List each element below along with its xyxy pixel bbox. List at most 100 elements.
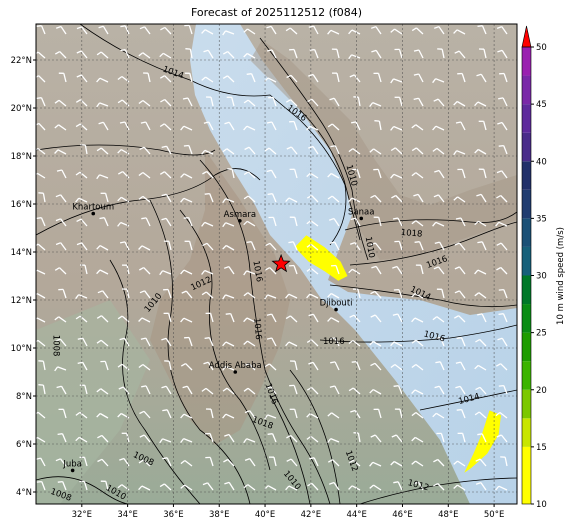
wind-barb bbox=[267, 433, 277, 443]
wind-barb bbox=[457, 72, 466, 83]
wind-barb bbox=[139, 410, 151, 419]
wind-barb bbox=[411, 220, 424, 227]
wind-barb bbox=[500, 456, 508, 467]
city-label: Djibouti bbox=[320, 299, 353, 309]
wind-barb bbox=[348, 29, 361, 35]
wind-barb bbox=[498, 288, 508, 299]
wind-barb bbox=[36, 25, 46, 35]
wind-barb bbox=[478, 168, 487, 179]
wind-barb bbox=[97, 290, 109, 299]
wind-barb bbox=[36, 293, 46, 299]
wind-barb bbox=[96, 339, 109, 347]
isobar-label-group: 1018 bbox=[400, 228, 422, 240]
wind-barb bbox=[96, 269, 109, 275]
wind-barb bbox=[369, 101, 382, 107]
wind-barb bbox=[36, 147, 46, 155]
wind-barb bbox=[75, 171, 88, 179]
city-layer: Khartoum Asmara Sanaa Djibouti Addis Ababa Ju… bbox=[62, 203, 374, 473]
wind-barb bbox=[411, 172, 424, 179]
wind-barb bbox=[227, 168, 235, 179]
wind-barb bbox=[243, 52, 256, 59]
wind-barb bbox=[285, 99, 298, 107]
wind-barb bbox=[77, 337, 88, 347]
isobar-label-group: 1008 bbox=[51, 335, 61, 357]
wind-barb bbox=[349, 74, 361, 83]
wind-barb bbox=[138, 245, 151, 251]
wind-barb bbox=[285, 293, 298, 299]
wind-barb bbox=[498, 144, 508, 155]
wind-barb bbox=[138, 485, 151, 491]
wind-barb bbox=[477, 25, 487, 35]
wind-barb bbox=[75, 123, 88, 131]
wind-barb bbox=[327, 412, 340, 419]
wind-barb bbox=[55, 194, 67, 203]
wind-barb bbox=[349, 314, 361, 323]
wind-barb bbox=[391, 434, 403, 443]
wind-barb bbox=[370, 25, 382, 35]
wind-barb bbox=[58, 408, 67, 419]
colorbar-tick-label: 45 bbox=[536, 100, 547, 110]
wind-barb bbox=[433, 482, 445, 491]
wind-barb bbox=[433, 98, 445, 107]
wind-barb bbox=[369, 340, 382, 347]
colorbar-band bbox=[522, 446, 531, 504]
wind-barb bbox=[38, 360, 46, 371]
wind-barb bbox=[222, 222, 235, 228]
wind-barb bbox=[222, 387, 235, 395]
wind-barb bbox=[54, 267, 67, 275]
latitude-tick-label: 8°N bbox=[16, 392, 32, 402]
wind-barb bbox=[160, 26, 172, 35]
map-title: Forecast of 2025112512 (f084) bbox=[190, 6, 363, 19]
wind-barb bbox=[205, 456, 214, 467]
isobar-label: 1016 bbox=[250, 260, 264, 283]
wind-barb bbox=[496, 170, 508, 179]
wind-barb bbox=[495, 221, 508, 227]
wind-barb bbox=[97, 458, 109, 467]
colorbar-tick-label: 25 bbox=[536, 329, 547, 339]
wind-barb bbox=[352, 288, 361, 299]
wind-barb bbox=[243, 220, 256, 227]
colorbar-band bbox=[522, 189, 531, 219]
wind-barb bbox=[453, 29, 466, 35]
wind-barb bbox=[327, 317, 340, 323]
wind-barb bbox=[348, 197, 361, 203]
wind-barb bbox=[36, 122, 46, 131]
wind-barb bbox=[390, 147, 403, 155]
wind-barb bbox=[223, 458, 235, 467]
wind-barb bbox=[453, 484, 466, 491]
wind-barb bbox=[159, 438, 172, 444]
wind-barb bbox=[474, 292, 487, 299]
colorbar-band bbox=[522, 361, 531, 390]
wind-barb bbox=[350, 409, 361, 419]
wind-barb bbox=[348, 54, 361, 60]
wind-barb bbox=[222, 294, 235, 300]
wind-barb bbox=[265, 242, 277, 251]
longitude-tick-label: 48°E bbox=[438, 510, 458, 520]
wind-barb bbox=[349, 241, 361, 251]
wind-barb bbox=[454, 266, 466, 275]
colorbar-band bbox=[522, 246, 531, 276]
wind-barb bbox=[495, 363, 508, 371]
wind-barb bbox=[411, 411, 424, 419]
latitude-tick-label: 20°N bbox=[11, 104, 32, 114]
wind-barb bbox=[350, 217, 361, 227]
wind-barb bbox=[181, 290, 193, 299]
wind-barb bbox=[394, 240, 403, 251]
colorbar-band bbox=[522, 104, 531, 133]
wind-barb bbox=[140, 337, 151, 347]
wind-barb bbox=[306, 220, 319, 227]
wind-barb bbox=[243, 387, 256, 395]
wind-barb bbox=[180, 197, 193, 203]
wind-barb bbox=[454, 290, 466, 299]
colorbar-extend-arrow bbox=[521, 25, 532, 48]
wind-barb bbox=[328, 217, 340, 227]
wind-barb bbox=[454, 50, 466, 59]
wind-barb bbox=[432, 125, 445, 131]
wind-barb bbox=[329, 385, 340, 395]
wind-barb bbox=[411, 293, 424, 299]
wind-barb bbox=[201, 269, 214, 275]
wind-barb bbox=[243, 438, 256, 444]
wind-barb bbox=[55, 242, 67, 251]
wind-barb bbox=[475, 481, 487, 491]
sea-area bbox=[190, 24, 517, 504]
